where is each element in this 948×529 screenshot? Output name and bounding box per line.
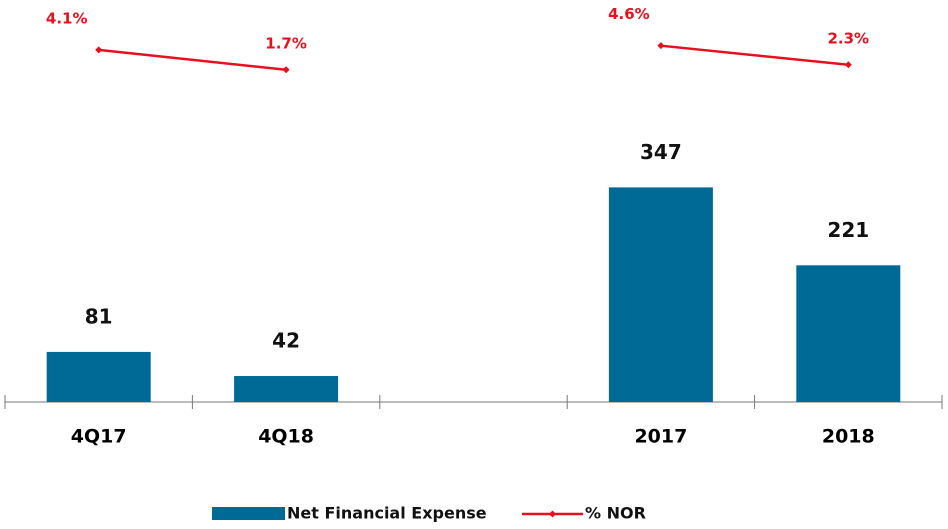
line-label: 2.3% (827, 29, 869, 47)
line-marker (844, 61, 852, 69)
line-label: 4.6% (608, 5, 650, 23)
legend-label: Net Financial Expense (287, 504, 487, 523)
bar-label: 221 (827, 218, 869, 242)
x-tick-label: 4Q18 (258, 426, 314, 448)
legend-marker (549, 510, 556, 518)
line-label: 1.7% (265, 34, 307, 52)
bar (608, 187, 713, 402)
bar-label: 347 (640, 140, 682, 164)
x-tick-label: 2017 (634, 426, 687, 448)
legend-swatch (212, 507, 285, 520)
bar (796, 265, 901, 402)
line-marker (657, 42, 665, 50)
bar-label: 42 (272, 329, 300, 353)
legend-label: % NOR (585, 504, 646, 523)
line-marker (95, 46, 103, 54)
line (98, 44, 849, 72)
x-tick-label: 2018 (822, 426, 875, 448)
line-label: 4.1% (46, 9, 88, 27)
bar (234, 376, 339, 402)
line-marker (282, 66, 290, 74)
bar-label: 81 (85, 304, 113, 328)
x-tick-label: 4Q17 (71, 426, 127, 448)
bar (46, 351, 151, 402)
